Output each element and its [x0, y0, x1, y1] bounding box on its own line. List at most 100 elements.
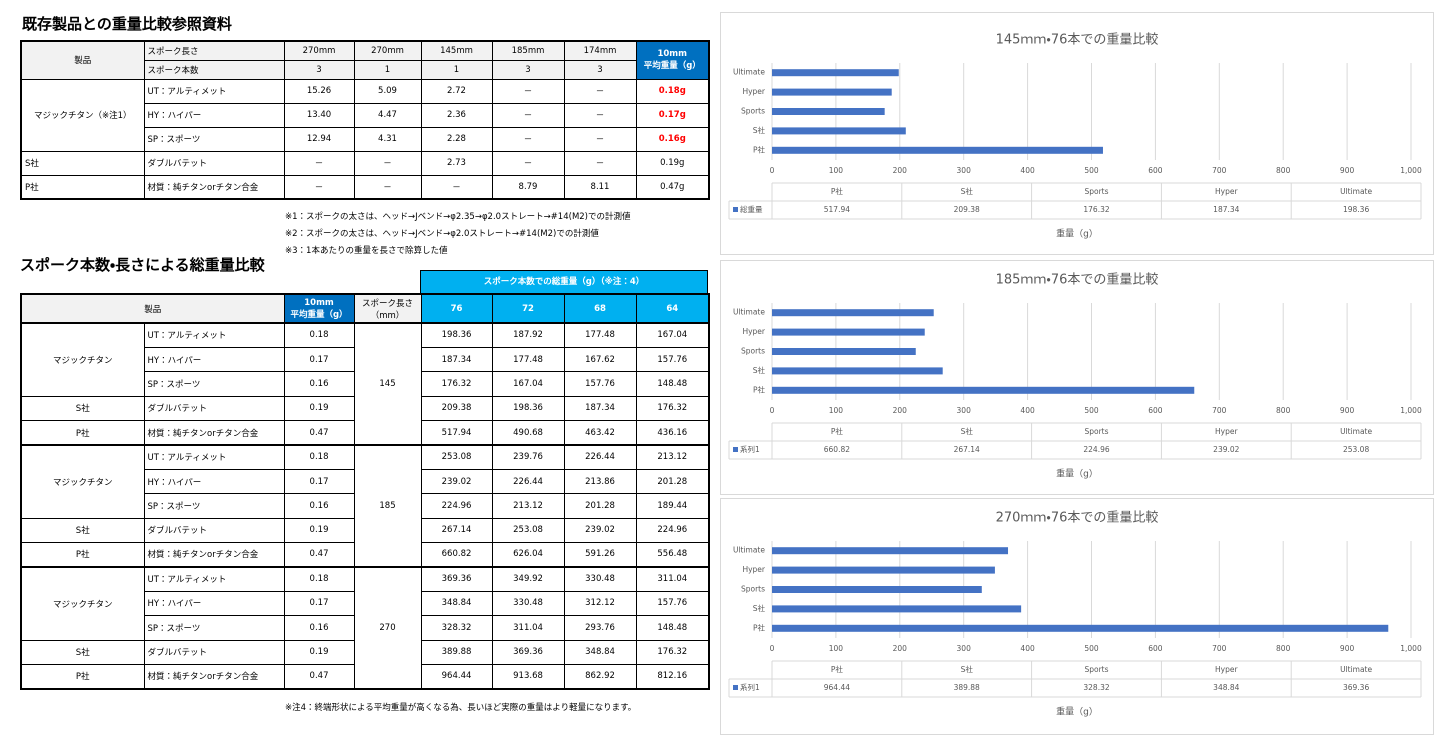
data-row: SP：スポーツ 0.16 224.96 213.12 201.28 189.44: [21, 493, 710, 519]
legend-key: [733, 685, 738, 690]
length-header: スポーク長さ （mm）: [353, 293, 422, 324]
total-cell: 239.76: [491, 443, 565, 470]
total-cell: 463.42: [563, 420, 637, 446]
avg-cell: 0.16: [283, 371, 355, 397]
bar: [772, 547, 1009, 555]
total-cell: 176.32: [635, 639, 710, 665]
total-cell: 167.04: [635, 321, 710, 348]
chart-title: 185ｍｍ・76本での重量比較: [996, 272, 1159, 288]
count-header: 68: [563, 293, 637, 324]
product-type: HY：ハイパー: [143, 590, 285, 617]
x-tick-label: 900: [1340, 166, 1355, 175]
header-cell: 270mm: [283, 40, 355, 61]
y-tick-label: Sports: [741, 347, 765, 356]
section-title: 既存製品との重量比較参照資料: [22, 15, 232, 33]
table-value: 176.32: [1083, 205, 1109, 214]
note: ※1：スポークの太さは、ヘッド→Jベンド→φ2.35→φ2.0ストレート→#14…: [285, 212, 631, 222]
bar: [772, 108, 885, 115]
total-cell: 267.14: [420, 517, 493, 544]
total-cell: 226.44: [563, 443, 637, 470]
y-tick-label: S社: [753, 603, 766, 613]
cell: －: [283, 174, 355, 200]
avg-cell: 0.19: [283, 395, 355, 422]
x-tick-label: 300: [957, 166, 972, 175]
total-cell: 189.44: [635, 493, 710, 519]
table-header: P社: [831, 664, 844, 674]
count-header: 72: [491, 293, 565, 324]
total-cell: 253.08: [420, 443, 493, 470]
x-tick-label: 200: [893, 644, 908, 653]
count-header: 64: [635, 293, 710, 324]
header-cell: 1: [420, 59, 493, 80]
total-cell: 311.04: [635, 565, 710, 592]
y-tick-label: P社: [753, 144, 766, 154]
total-cell: 213.12: [635, 443, 710, 470]
total-cell: 226.44: [491, 468, 565, 495]
total-cell: 157.76: [635, 346, 710, 373]
x-tick-label: 600: [1148, 644, 1163, 653]
data-row: HY：ハイパー 0.17 239.02 226.44 213.86 201.28: [21, 468, 710, 495]
total-cell: 201.28: [635, 468, 710, 495]
total-cell: 626.04: [491, 542, 565, 568]
x-tick-label: 700: [1212, 644, 1227, 653]
table-header: Ultimate: [1340, 187, 1372, 196]
legend-label: 系列1: [740, 682, 760, 692]
data-row: P社 材質：純チタンorチタン合金 0.47 964.44 913.68 862.92 81…: [20, 663, 710, 690]
total-cell: 293.76: [563, 615, 637, 641]
legend-key: [733, 447, 738, 452]
table-header: Ultimate: [1340, 665, 1372, 674]
length-cell: 145: [353, 322, 422, 446]
avg-cell: 0.47: [283, 663, 355, 690]
data-row: マジックチタン UT：アルティメット 0.18 270 369.36 349.92 330.…: [20, 565, 710, 690]
data-row: S社 ダブルバテット 0.19 267.14 253.08 239.02 224.96: [20, 517, 710, 544]
avg-cell: 0.17: [283, 346, 355, 373]
legend-label: 総重量: [740, 204, 763, 214]
header-cell: スポーク長さ: [143, 40, 285, 61]
cell: 2.72: [420, 78, 493, 104]
data-row: P社 材質：純チタンorチタン合金－－－ 8.79 8.11 0.47g: [20, 174, 710, 200]
section-title: スポーク本数・長さによる総重量比較: [20, 256, 265, 274]
bar: [772, 146, 1103, 154]
x-tick-label: 200: [893, 406, 908, 415]
table-value: 187.34: [1213, 205, 1239, 214]
data-row: S社 ダブルバテット－－ 2.73 －－ 0.19g: [20, 150, 710, 176]
bar: [772, 367, 943, 375]
total-cell: 148.48: [635, 615, 710, 641]
note: ※2：スポークの太さは、ヘッド→Jベンド→φ2.0ストレート→#14(M2)での…: [285, 229, 599, 239]
product-type: ダブルバテット: [143, 150, 285, 176]
cell: 15.26: [283, 78, 355, 104]
x-tick-label: 400: [1020, 644, 1035, 653]
product-type: UT：アルティメット: [143, 321, 285, 348]
data-row: SP：スポーツ 0.16 328.32 311.04 293.76 148.48: [21, 615, 710, 641]
total-cell: 369.36: [420, 565, 493, 592]
length-cell: 185: [353, 443, 422, 568]
product-type: HY：ハイパー: [143, 102, 285, 128]
avg-cell: 0.19g: [635, 150, 710, 176]
header-cell: 174mm: [563, 40, 637, 61]
avg-cell: 0.18: [283, 321, 355, 348]
x-tick-label: 100: [829, 406, 844, 415]
data-row: HY：ハイパー 0.17 187.34 177.48 167.62 157.76: [21, 346, 710, 373]
bar: [772, 605, 1022, 613]
header-line: 平均重量（g）: [290, 309, 348, 320]
header-row: 製品 10mm 平均重量（g） スポーク長さ （mm） 76 72 68 64: [20, 293, 710, 324]
chart-title: 145ｍｍ・76本での重量比較: [996, 32, 1159, 48]
cell: 8.79: [491, 174, 565, 200]
product-name: S社: [20, 150, 145, 176]
x-tick-label: 1,000: [1400, 406, 1422, 415]
cell: －: [491, 78, 565, 104]
total-cell: 213.12: [491, 493, 565, 519]
total-cell: 312.12: [563, 590, 637, 617]
product-type: SP：スポーツ: [143, 615, 285, 641]
total-cell: 239.02: [563, 517, 637, 544]
product-type: SP：スポーツ: [143, 126, 285, 152]
total-cell: 812.16: [635, 663, 710, 690]
bar: [772, 127, 906, 135]
cell: 12.94: [283, 126, 355, 152]
total-cell: 348.84: [420, 590, 493, 617]
table-value: 253.08: [1343, 445, 1369, 454]
header-cell: 270mm: [353, 40, 422, 61]
avg-cell: 0.47: [283, 420, 355, 446]
